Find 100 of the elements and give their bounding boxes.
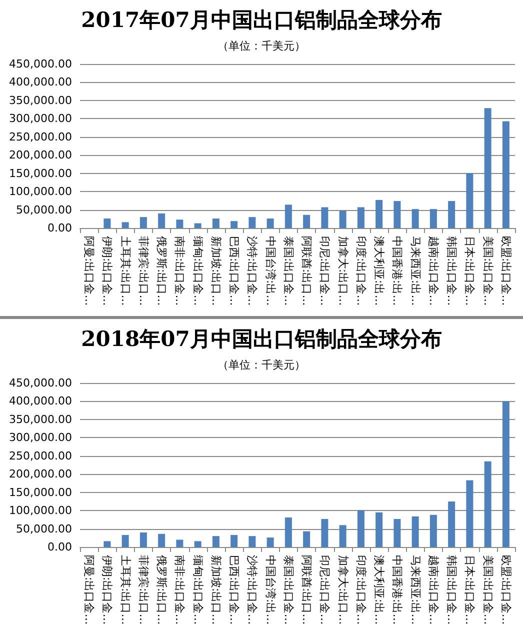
bar <box>466 172 474 228</box>
bar <box>339 525 346 547</box>
x-tick-label: 菲律宾:出口… <box>136 236 150 306</box>
x-tick-label: 菲律宾:出口… <box>136 555 150 625</box>
y-tick-label: 0.00 <box>48 540 72 554</box>
x-tick-label: 中国香港:出… <box>390 555 404 625</box>
bar <box>194 223 202 228</box>
y-tick-label: 250,000.00 <box>9 449 72 462</box>
x-tick-label: 巴西:出口金… <box>228 236 241 306</box>
bar <box>212 536 220 547</box>
bar <box>412 209 419 228</box>
x-tick-label: 日本:出口金… <box>463 236 476 306</box>
bar <box>321 518 328 547</box>
x-tick-label: 阿曼:出口金… <box>82 236 96 306</box>
y-tick-label: 400,000.00 <box>9 76 72 89</box>
bar <box>284 204 292 228</box>
chart-title: 2017年07月中国出口铝制品全球分布 <box>81 7 442 32</box>
y-tick-label: 300,000.00 <box>9 431 72 444</box>
bar <box>412 516 419 547</box>
x-tick-label: 伊朗:出口金… <box>100 555 114 625</box>
x-tick-label: 韩国:出口金… <box>445 555 458 625</box>
x-tick-label: 加拿大:出口… <box>336 236 350 306</box>
y-tick-label: 50,000.00 <box>16 522 72 536</box>
bar <box>248 536 256 547</box>
x-tick-label: 澳大利亚:出… <box>372 555 386 625</box>
bar <box>104 541 111 547</box>
bar <box>321 207 328 228</box>
x-tick-label: 澳大利亚:出… <box>372 236 386 306</box>
x-tick-label: 俄罗斯:出口… <box>155 236 168 306</box>
bar <box>484 461 492 547</box>
x-tick-label: 阿曼:出口金… <box>82 555 96 625</box>
x-tick-label: 南非:出口金… <box>173 555 186 625</box>
x-tick-label: 美国:出口金… <box>481 555 494 625</box>
y-tick-label: 250,000.00 <box>9 130 72 144</box>
y-tick-label: 350,000.00 <box>9 94 72 107</box>
y-tick-label: 200,000.00 <box>9 468 72 481</box>
bar <box>230 534 238 547</box>
y-tick-label: 150,000.00 <box>9 166 72 180</box>
bar <box>303 214 310 228</box>
x-tick-label: 巴西:出口金… <box>228 555 241 625</box>
x-tick-label: 土耳其:出口… <box>118 555 132 625</box>
y-tick-label: 100,000.00 <box>9 504 72 518</box>
x-tick-label: 阿联酋:出口… <box>300 555 314 625</box>
bar <box>502 401 510 547</box>
y-tick-label: 50,000.00 <box>16 203 72 216</box>
x-tick-label: 伊朗:出口金… <box>100 236 114 306</box>
x-tick-label: 南非:出口金… <box>173 236 186 306</box>
y-tick-label: 150,000.00 <box>9 486 72 499</box>
bar <box>266 538 274 547</box>
chart-title: 2018年07月中国出口铝制品全球分布 <box>81 326 442 351</box>
x-tick-label: 中国香港:出… <box>390 236 404 306</box>
x-tick-label: 欧盟:出口金… <box>499 236 512 306</box>
y-tick-label: 200,000.00 <box>9 148 72 162</box>
x-tick-label: 俄罗斯:出口… <box>155 555 168 625</box>
x-tick-label: 沙特:出口金… <box>246 555 259 625</box>
x-tick-label: 韩国:出口金… <box>445 236 458 306</box>
y-tick-label: 0.00 <box>48 222 72 234</box>
bar <box>376 200 383 228</box>
x-tick-label: 越南:出口金… <box>426 555 440 625</box>
x-tick-label: 中国台湾:出… <box>264 555 277 625</box>
y-tick-label: 450,000.00 <box>9 376 72 390</box>
x-tick-label: 印度:出口金… <box>354 236 368 306</box>
x-tick-label: 马来西亚:出… <box>408 555 422 625</box>
bar <box>394 518 401 547</box>
bar <box>212 218 220 228</box>
x-tick-label: 马来西亚:出… <box>408 236 422 306</box>
bar <box>158 534 166 547</box>
bar <box>122 534 129 547</box>
x-tick-label: 加拿大:出口… <box>336 555 350 625</box>
bar <box>448 201 456 228</box>
bar <box>104 218 111 228</box>
y-tick-label: 300,000.00 <box>9 112 72 126</box>
bar <box>248 217 256 228</box>
bar <box>339 210 346 228</box>
x-tick-label: 缅甸:出口金… <box>191 236 204 306</box>
bar <box>466 480 474 547</box>
x-tick-label: 印尼:出口金… <box>318 236 332 306</box>
bar <box>176 540 184 547</box>
bar <box>230 221 238 228</box>
x-tick-label: 越南:出口金… <box>426 236 440 306</box>
bar <box>194 541 202 547</box>
bar <box>484 108 492 228</box>
bar <box>303 531 310 547</box>
y-tick-label: 100,000.00 <box>9 185 72 198</box>
bar <box>140 532 147 547</box>
bar <box>394 201 401 228</box>
bar <box>266 218 274 228</box>
x-tick-label: 泰国:出口金… <box>282 236 295 306</box>
x-tick-label: 阿联酋:出口… <box>300 236 314 306</box>
x-tick-label: 土耳其:出口… <box>118 236 132 306</box>
bar <box>357 510 364 547</box>
bar <box>140 217 147 228</box>
x-tick-label: 日本:出口金… <box>463 555 476 625</box>
bar <box>448 501 456 547</box>
x-tick-label: 沙特:出口金… <box>246 236 259 306</box>
bar <box>122 222 129 228</box>
x-tick-label: 新加坡:出口… <box>209 555 222 625</box>
bar <box>502 121 510 228</box>
x-tick-label: 泰国:出口金… <box>282 555 295 625</box>
chart-subtitle: （单位：千美元） <box>218 358 306 372</box>
